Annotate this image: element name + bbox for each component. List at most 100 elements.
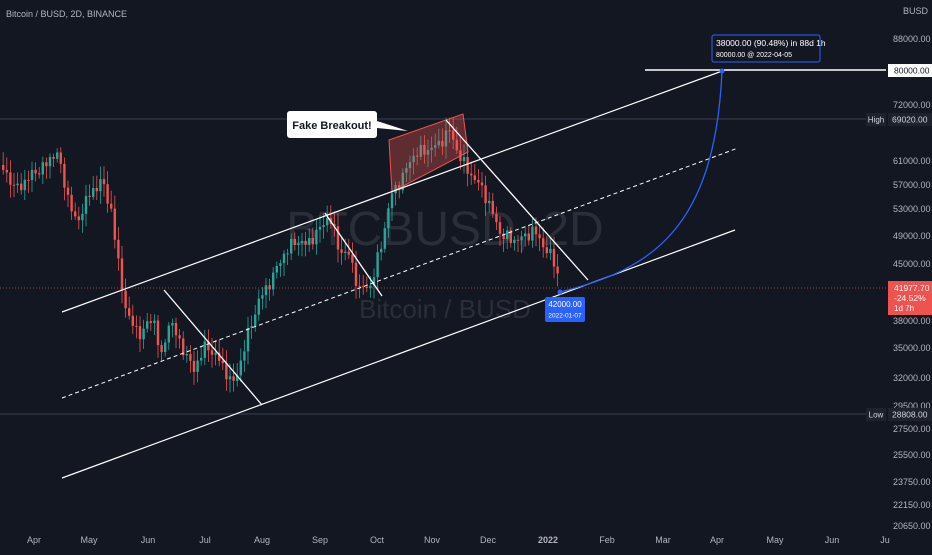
candle-body: [336, 226, 340, 250]
time-tick-label: Aug: [254, 535, 270, 545]
candle-body: [340, 249, 343, 253]
price-tick-label: 61000.00: [893, 156, 931, 166]
candle-body: [156, 320, 160, 346]
trendline-1[interactable]: [163, 289, 263, 406]
currency-label: BUSD: [903, 6, 929, 16]
candle-body: [372, 277, 376, 286]
candle-body: [426, 150, 430, 155]
candle-body: [380, 248, 383, 253]
projection-curve[interactable]: [559, 70, 723, 293]
trendline-2[interactable]: [324, 212, 383, 297]
candle-body: [110, 203, 113, 209]
candle-body: [308, 238, 311, 245]
time-tick-label: Feb: [599, 535, 615, 545]
candle-body: [347, 251, 350, 255]
candle-body: [99, 179, 102, 192]
price-tick-label: 72000.00: [893, 100, 931, 110]
candle-body: [473, 175, 476, 180]
candle-body: [264, 285, 268, 296]
candle-body: [322, 225, 325, 227]
channel-upper-line[interactable]: [61, 69, 726, 313]
candle-body: [520, 236, 523, 241]
candle-body: [344, 251, 347, 253]
time-tick-label: Apr: [27, 535, 41, 545]
candle-body: [9, 172, 12, 185]
candle-body: [106, 184, 109, 204]
candle-body: [16, 183, 19, 186]
candle-body: [203, 341, 206, 358]
price-tick-label: 38000.00: [893, 316, 931, 326]
channel-mid-line[interactable]: [61, 147, 739, 399]
candle-body: [542, 238, 545, 248]
candle-body: [495, 213, 498, 223]
countdown: 1d 7h: [894, 304, 914, 313]
projection-label-box[interactable]: [711, 34, 821, 63]
point-label-box: [545, 297, 585, 322]
candle-body: [218, 352, 221, 361]
price-tick-label: 22150.00: [893, 500, 931, 510]
candle-body: [2, 165, 5, 170]
candle-body: [41, 162, 44, 175]
candle-body: [246, 327, 250, 352]
candle-body: [228, 376, 232, 380]
projection-label-line1: 38000.00 (90.48%) in 88d 1h: [716, 38, 826, 48]
candle-body: [423, 144, 426, 155]
candle-body: [333, 224, 336, 227]
candle-body: [84, 195, 88, 214]
price-tick-label: 53000.00: [893, 204, 931, 214]
candle-body: [45, 162, 48, 167]
high-label: High: [868, 116, 884, 125]
candle-body: [192, 360, 196, 372]
candle-body: [311, 238, 314, 245]
time-tick-label: Ju: [880, 535, 890, 545]
candle-body: [66, 187, 70, 195]
candle-body: [124, 290, 127, 309]
candle-body: [167, 325, 170, 343]
candle-body: [293, 238, 296, 246]
candle-body: [477, 179, 480, 183]
candle-body: [23, 179, 26, 191]
callout-box[interactable]: [287, 111, 377, 138]
candle-body: [506, 230, 509, 239]
channel-lower-line[interactable]: [61, 229, 736, 479]
candle-body: [92, 188, 95, 197]
price-tick-label: 49000.00: [893, 231, 931, 241]
candle-body: [354, 262, 358, 286]
price-axis[interactable]: BUSD 88000.00 72000.00 61000.00 57000.00 530…: [893, 6, 931, 531]
candle-body: [416, 155, 419, 157]
projection-start-point[interactable]: [557, 289, 563, 295]
candle-body: [394, 185, 397, 194]
price-tick-label: 57000.00: [893, 180, 931, 190]
candle-body: [48, 156, 52, 167]
candle-body: [387, 208, 390, 229]
candle-body: [369, 285, 372, 288]
candle-body: [401, 172, 404, 191]
candle-body: [448, 130, 451, 132]
candle-body: [5, 169, 8, 173]
projection-end-point[interactable]: [719, 68, 725, 74]
candle-body: [509, 230, 512, 244]
candle-body: [430, 147, 433, 151]
candle-body: [516, 239, 520, 241]
high-value: 69020.00: [892, 115, 928, 125]
candle-body: [250, 325, 253, 328]
candle-body: [358, 285, 361, 287]
trendline-3[interactable]: [445, 119, 589, 281]
candle-body: [70, 194, 73, 212]
time-axis[interactable]: Apr May Jun Jul Aug Sep Oct Nov Dec 2022 Feb Mar Apr…: [27, 535, 890, 545]
candle-body: [315, 229, 318, 245]
candle-body: [419, 144, 422, 157]
time-tick-label: Mar: [655, 535, 671, 545]
time-tick-label: Apr: [710, 535, 724, 545]
candle-body: [257, 298, 260, 315]
candle-body: [243, 351, 246, 361]
last-price: 41977.70: [894, 283, 930, 293]
candle-body: [513, 239, 516, 244]
price-tick-label: 88000.00: [893, 34, 931, 44]
candle-body: [149, 321, 152, 323]
candle-body: [236, 375, 239, 381]
time-tick-label: 2022: [538, 535, 558, 545]
candle-body: [225, 363, 228, 380]
